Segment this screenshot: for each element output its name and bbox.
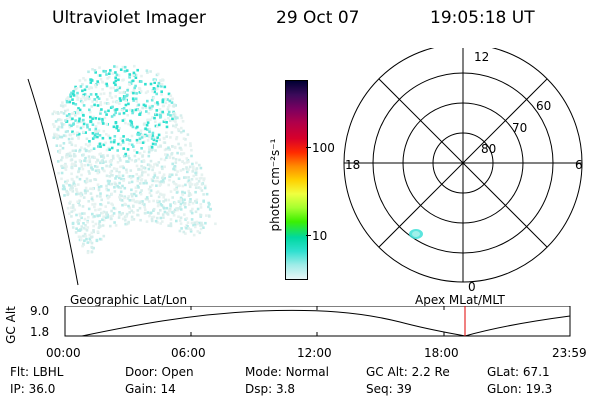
meta-glat: GLat: 67.1 [487,365,550,379]
mlt-label-top: 12 [474,50,489,64]
altitude-timeline [64,306,571,337]
altitude-curve [81,309,571,337]
colorbar-tickmark-100 [306,147,311,148]
polar-mlat-mlt-plot: 12 18 6 0 60 70 80 [343,48,583,294]
earth-limb [27,78,79,286]
meta-ip: IP: 36.0 [10,382,56,396]
aurora-emission-speckles [51,64,217,255]
time-label: 19:05:18 UT [430,8,535,28]
timeline-ticks [190,306,445,336]
colorbar-tick-10: 10 [312,229,328,243]
meta-door: Door: Open [125,365,194,379]
xtick-18: 18:00 [424,346,459,360]
colorbar-gradient [286,81,307,279]
timeline-ylabel: GC Alt [4,306,18,344]
xtick-2359: 23:59 [552,346,587,360]
mlt-label-right: 6 [575,158,583,172]
colorbar-tick-100: 100 [312,141,335,155]
meta-gain: Gain: 14 [125,382,176,396]
meta-seq: Seq: 39 [366,382,412,396]
xtick-00: 00:00 [46,346,81,360]
mlt-label-bottom: 0 [468,280,476,294]
meta-mode: Mode: Normal [245,365,329,379]
meta-gc-alt: GC Alt: 2.2 Re [366,365,450,379]
timeline-ytick-bottom: 1.8 [30,325,50,339]
meta-dsp: Dsp: 3.8 [245,382,296,396]
lat-label-80: 80 [481,142,496,156]
colorbar-label: photon cm⁻²s⁻¹ [268,138,282,232]
xtick-06: 06:00 [171,346,206,360]
date-label: 29 Oct 07 [276,8,360,28]
timeline-left-caption: Geographic Lat/Lon [70,293,188,307]
polar-emission-core [412,231,420,237]
lat-label-70: 70 [512,121,527,135]
meta-glon: GLon: 19.3 [487,382,553,396]
mlt-label-left: 18 [345,158,360,172]
meta-flt: Flt: LBHL [10,365,64,379]
lat-label-60: 60 [536,99,551,113]
colorbar-tickmark-10 [306,235,311,236]
timeline-ytick-top: 9.0 [30,304,50,318]
uv-image-panel [27,64,217,286]
xtick-12: 12:00 [297,346,332,360]
colorbar [285,80,308,280]
timeline-right-caption: Apex MLat/MLT [415,293,505,307]
instrument-title: Ultraviolet Imager [52,8,206,28]
polar-diagonal-2 [378,78,548,248]
